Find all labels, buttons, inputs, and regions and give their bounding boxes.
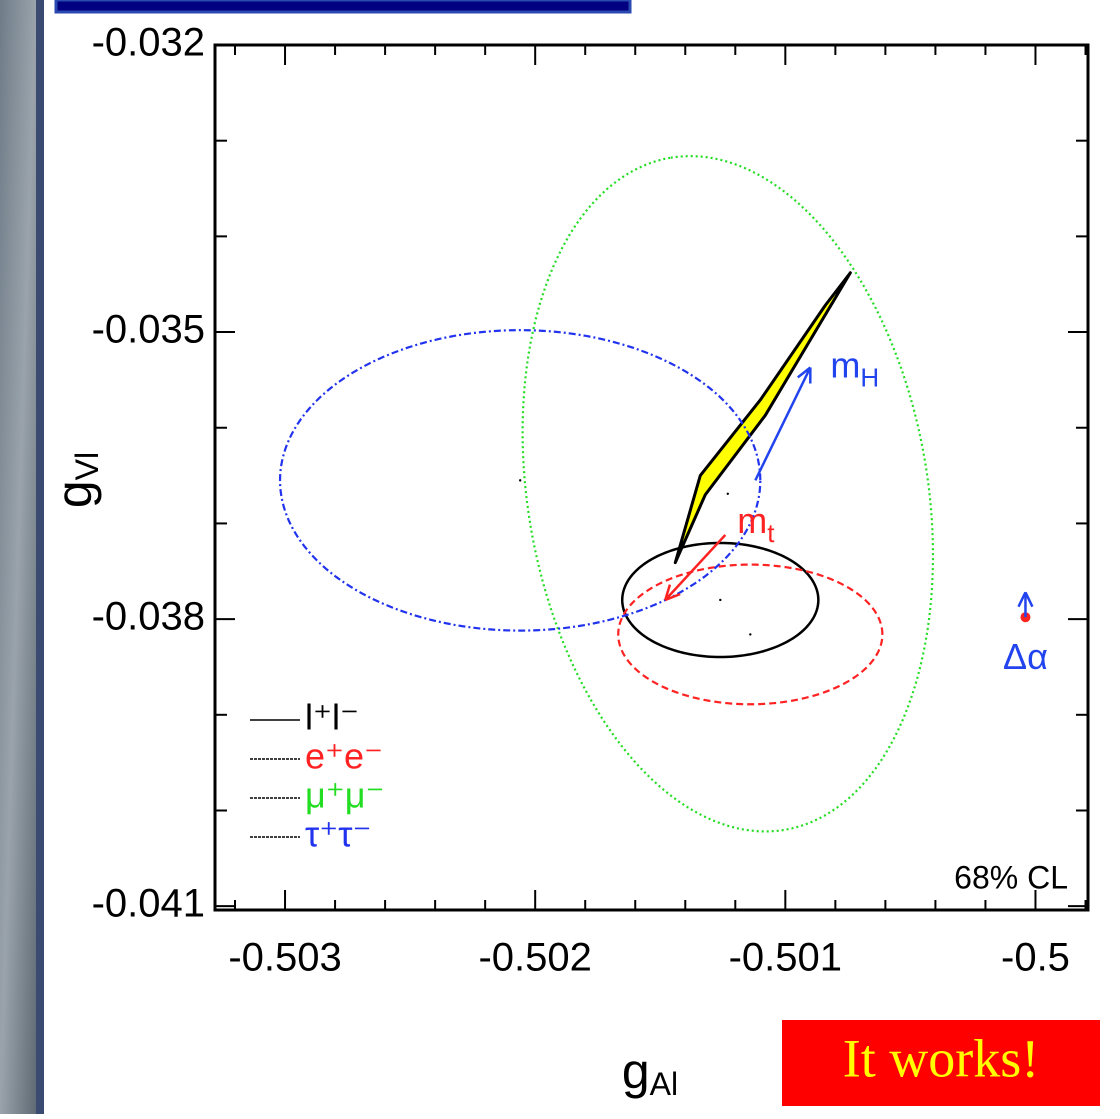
contour-center xyxy=(727,493,729,495)
contour-center xyxy=(749,633,751,635)
y-tick-label: -0.032 xyxy=(92,21,205,65)
x-tick-label: -0.5 xyxy=(1001,936,1070,980)
arrow-label-main: Δα xyxy=(1003,636,1048,677)
x-label-sub: Al xyxy=(650,1066,678,1102)
x-label-main: g xyxy=(622,1043,650,1099)
contour-center xyxy=(519,479,521,481)
y-tick-label: -0.035 xyxy=(92,308,205,352)
arrow-label-sub: t xyxy=(767,518,775,548)
slide-note: It works! xyxy=(843,1028,1039,1088)
legend-label: μ⁺μ⁻ xyxy=(305,775,385,816)
x-tick-label: -0.502 xyxy=(478,936,591,980)
x-tick-label: -0.503 xyxy=(228,936,341,980)
title-bar xyxy=(56,0,630,12)
y-tick-label: -0.041 xyxy=(92,882,205,926)
legend-label: e⁺e⁻ xyxy=(305,736,383,777)
arrow-label-main: m xyxy=(737,499,767,540)
strip-edge xyxy=(36,0,44,1114)
legend-label: l⁺l⁻ xyxy=(305,697,359,738)
y-tick-label: -0.038 xyxy=(92,595,205,639)
legend-label: τ⁺τ⁻ xyxy=(305,814,371,855)
x-tick-label: -0.501 xyxy=(729,936,842,980)
annotation: 68% CL xyxy=(954,859,1068,895)
arrow-label: Δα xyxy=(1003,636,1048,677)
y-label-sub: Vl xyxy=(69,452,105,480)
arrow-label-sub: H xyxy=(860,362,879,392)
contour-center xyxy=(719,599,721,601)
y-label-main: g xyxy=(46,480,102,508)
photo-strip xyxy=(0,0,36,1114)
arrow-label-main: m xyxy=(830,344,860,385)
